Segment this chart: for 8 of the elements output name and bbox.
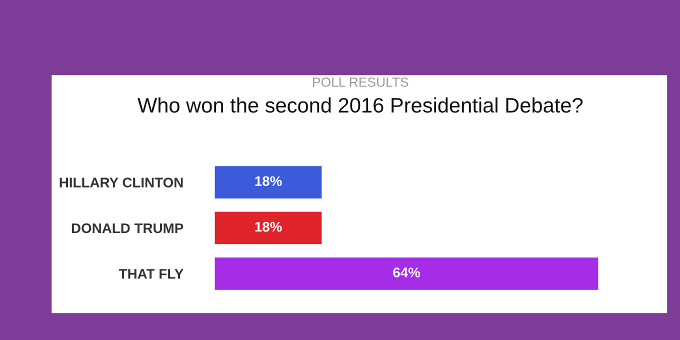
y-tick-label: THAT FLY: [118, 269, 184, 279]
data-label: 64%: [393, 268, 420, 278]
chart-subtitle: POLL RESULTS: [313, 78, 408, 87]
y-tick-label: DONALD TRUMP: [72, 223, 184, 234]
chart-title: Who won the second 2016 Presidential Debate?: [138, 97, 583, 113]
y-tick-label: HILLARY CLINTON: [60, 178, 183, 188]
data-label: 18%: [255, 176, 282, 186]
data-label: 18%: [255, 222, 282, 232]
